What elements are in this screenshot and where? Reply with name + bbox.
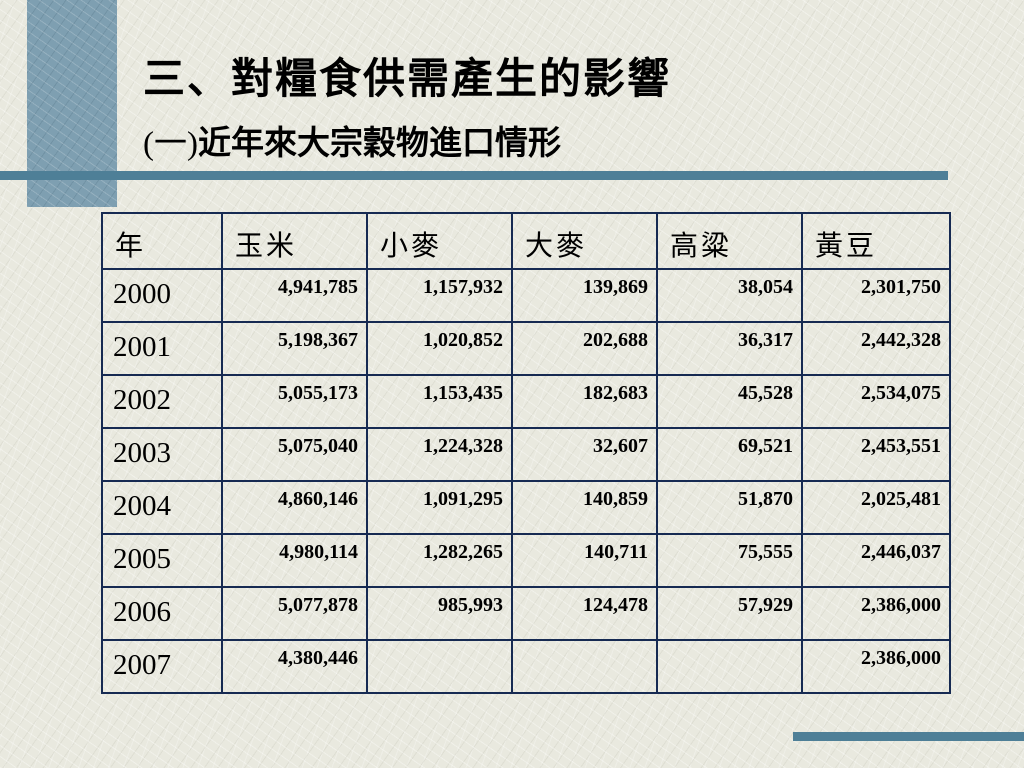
header-wheat: 小麥 xyxy=(366,212,513,270)
soybean-cell: 2,453,551 xyxy=(801,427,951,482)
wheat-cell: 1,282,265 xyxy=(366,533,513,588)
year-cell: 2001 xyxy=(101,321,223,376)
barley-cell: 140,711 xyxy=(511,533,658,588)
sorghum-cell: 36,317 xyxy=(656,321,803,376)
subtitle-numbering: (一) xyxy=(143,126,198,162)
wheat-cell: 1,020,852 xyxy=(366,321,513,376)
footer-rule xyxy=(793,732,1024,741)
soybean-cell: 2,446,037 xyxy=(801,533,951,588)
year-cell: 2006 xyxy=(101,586,223,641)
table-header-row: 年 玉米 小麥 大麥 高粱 黃豆 xyxy=(101,212,951,270)
barley-cell: 124,478 xyxy=(511,586,658,641)
corn-cell: 5,055,173 xyxy=(221,374,368,429)
corn-cell: 4,380,446 xyxy=(221,639,368,694)
table-row: 2002 5,055,173 1,153,435 182,683 45,528 … xyxy=(101,374,951,429)
table-row: 2005 4,980,114 1,282,265 140,711 75,555 … xyxy=(101,533,951,588)
soybean-cell: 2,386,000 xyxy=(801,639,951,694)
header-sorghum: 高粱 xyxy=(656,212,803,270)
soybean-cell: 2,442,328 xyxy=(801,321,951,376)
wheat-cell: 1,091,295 xyxy=(366,480,513,535)
sorghum-cell: 57,929 xyxy=(656,586,803,641)
year-cell: 2002 xyxy=(101,374,223,429)
barley-cell: 139,869 xyxy=(511,268,658,323)
wheat-cell: 985,993 xyxy=(366,586,513,641)
sorghum-cell: 45,528 xyxy=(656,374,803,429)
soybean-cell: 2,534,075 xyxy=(801,374,951,429)
table-row: 2007 4,380,446 2,386,000 xyxy=(101,639,951,694)
barley-cell: 140,859 xyxy=(511,480,658,535)
corn-cell: 5,077,878 xyxy=(221,586,368,641)
sorghum-cell: 75,555 xyxy=(656,533,803,588)
year-cell: 2000 xyxy=(101,268,223,323)
corn-cell: 4,980,114 xyxy=(221,533,368,588)
sorghum-cell: 69,521 xyxy=(656,427,803,482)
header-soybean: 黃豆 xyxy=(801,212,951,270)
wheat-cell: 1,153,435 xyxy=(366,374,513,429)
table-row: 2006 5,077,878 985,993 124,478 57,929 2,… xyxy=(101,586,951,641)
corn-cell: 5,075,040 xyxy=(221,427,368,482)
wheat-cell xyxy=(366,639,513,694)
sorghum-cell xyxy=(656,639,803,694)
barley-cell: 32,607 xyxy=(511,427,658,482)
soybean-cell: 2,025,481 xyxy=(801,480,951,535)
corn-cell: 4,860,146 xyxy=(221,480,368,535)
wheat-cell: 1,224,328 xyxy=(366,427,513,482)
year-cell: 2004 xyxy=(101,480,223,535)
slide-title: 三、對糧食供需產生的影響 xyxy=(143,54,672,103)
soybean-cell: 2,301,750 xyxy=(801,268,951,323)
header-barley: 大麥 xyxy=(511,212,658,270)
barley-cell: 182,683 xyxy=(511,374,658,429)
corn-cell: 5,198,367 xyxy=(221,321,368,376)
subtitle-text: 近年來大宗穀物進口情形 xyxy=(197,123,561,162)
table-row: 2001 5,198,367 1,020,852 202,688 36,317 … xyxy=(101,321,951,376)
table-row: 2000 4,941,785 1,157,932 139,869 38,054 … xyxy=(101,268,951,323)
grain-import-table: 年 玉米 小麥 大麥 高粱 黃豆 2000 4,941,785 1,157,93… xyxy=(101,212,951,694)
soybean-cell: 2,386,000 xyxy=(801,586,951,641)
year-cell: 2005 xyxy=(101,533,223,588)
year-cell: 2007 xyxy=(101,639,223,694)
header-year: 年 xyxy=(101,212,223,270)
sorghum-cell: 51,870 xyxy=(656,480,803,535)
header-rule xyxy=(0,171,948,180)
corn-cell: 4,941,785 xyxy=(221,268,368,323)
sorghum-cell: 38,054 xyxy=(656,268,803,323)
slide-subtitle: (一)近年來大宗穀物進口情形 xyxy=(143,126,561,161)
barley-cell: 202,688 xyxy=(511,321,658,376)
barley-cell xyxy=(511,639,658,694)
wheat-cell: 1,157,932 xyxy=(366,268,513,323)
header-corn: 玉米 xyxy=(221,212,368,270)
table-row: 2003 5,075,040 1,224,328 32,607 69,521 2… xyxy=(101,427,951,482)
table-row: 2004 4,860,146 1,091,295 140,859 51,870 … xyxy=(101,480,951,535)
year-cell: 2003 xyxy=(101,427,223,482)
